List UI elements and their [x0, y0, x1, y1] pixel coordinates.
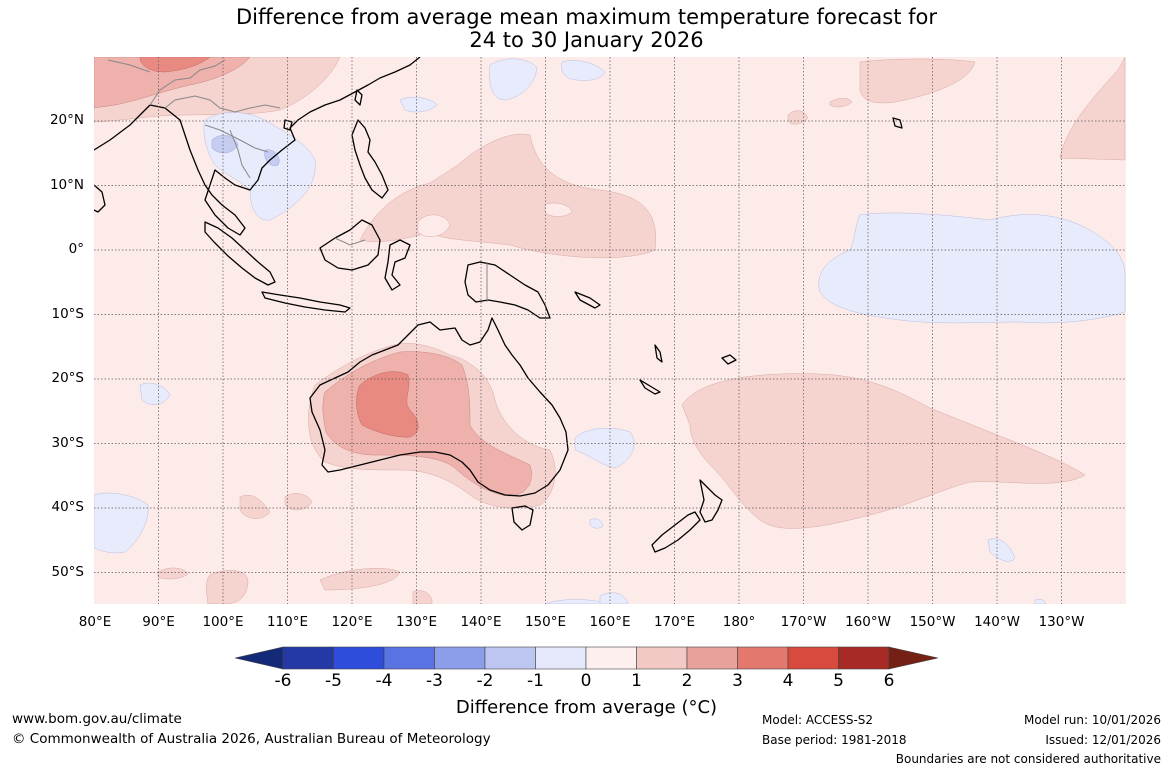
- longitude-label: 140°W: [974, 614, 1020, 630]
- map-title-line-1: Difference from average mean maximum tem…: [236, 5, 937, 29]
- longitude-label: 150°W: [909, 614, 956, 630]
- colorbar-tick-label: -2: [476, 671, 494, 691]
- india-coastline: [94, 184, 106, 213]
- taiwan-coastline: [354, 89, 363, 106]
- hawaii-coastline: [892, 117, 903, 129]
- latitude-label: 20°N: [49, 112, 84, 128]
- longitude-label: 110°E: [266, 614, 309, 630]
- longitude-label: 100°E: [202, 614, 244, 630]
- longitude-label: 160°E: [589, 614, 631, 630]
- latitude-label: 10°S: [51, 306, 85, 322]
- longitude-label: 130°W: [1038, 614, 1085, 630]
- fiji-islands: [721, 354, 737, 365]
- java-coastline: [261, 291, 351, 313]
- graticule: [94, 57, 1126, 604]
- colorbar-tick-label: 6: [883, 671, 895, 691]
- borneo-coastline: [319, 219, 381, 271]
- bom-url: www.bom.gov.au/climate: [12, 711, 182, 727]
- philippines-coastline: [351, 119, 389, 199]
- sulawesi-coastline: [384, 239, 411, 291]
- colorbar-tick-label: 4: [782, 671, 794, 691]
- colorbar-tick-label: -3: [426, 671, 443, 691]
- colorbar-tick-label: 2: [681, 671, 693, 691]
- colorbar-tick-label: -6: [274, 671, 292, 691]
- colorbar-tick-label: 5: [833, 671, 844, 691]
- coastlines: [94, 57, 903, 553]
- colorbar-tick-label: -1: [527, 671, 544, 691]
- anomaly-minus1-to-0-regions: [94, 58, 1126, 604]
- model-name: Model: ACCESS-S2: [762, 713, 874, 727]
- longitude-label: 170°W: [780, 614, 827, 630]
- model-run-date: Model run: 10/01/2026: [1023, 713, 1161, 727]
- latitude-label: 10°N: [49, 177, 84, 193]
- vanuatu-islands: [654, 344, 663, 363]
- colorbar-tick-label: 0: [580, 671, 592, 691]
- map-area: [94, 57, 1126, 604]
- colorbar-tick-label: 3: [732, 671, 743, 691]
- longitude-label: 90°E: [142, 614, 175, 630]
- anomaly-3-to-4-regions: [139, 57, 419, 438]
- latitude-label: 0°: [68, 241, 84, 257]
- longitude-label: 150°E: [524, 614, 567, 630]
- copyright-notice: © Commonwealth of Australia 2026, Austra…: [12, 731, 491, 747]
- colorbar-title: Difference from average (°C): [455, 697, 718, 718]
- longitude-label: 160°W: [845, 614, 891, 630]
- longitude-label: 80°E: [78, 614, 112, 630]
- solomon-islands: [574, 291, 601, 309]
- colorbar-tick-label: -5: [325, 671, 342, 691]
- map-title-line-2: 24 to 30 January 2026: [469, 28, 704, 52]
- longitude-label: 180°: [722, 614, 756, 630]
- country-borders: [107, 59, 488, 302]
- boundary-disclaimer: Boundaries are not considered authoritat…: [895, 752, 1161, 766]
- near-zero-patches: [417, 202, 573, 237]
- latitude-label: 40°S: [51, 499, 85, 515]
- new-zealand-north-island: [699, 479, 723, 523]
- new-caledonia: [639, 379, 661, 395]
- tasmania-coastline: [511, 505, 534, 531]
- longitude-label: 140°E: [460, 614, 502, 630]
- latitude-label: 20°S: [51, 370, 85, 386]
- hainan-coastline: [283, 119, 293, 131]
- longitude-label: 120°E: [331, 614, 373, 630]
- new-guinea-coastline: [464, 261, 551, 319]
- longitude-label: 130°E: [395, 614, 438, 630]
- latitude-label: 50°S: [51, 564, 85, 580]
- latitude-label: 30°S: [51, 435, 85, 451]
- colorbar-tick-label: 1: [631, 671, 642, 691]
- colorbar-tick-label: -4: [375, 671, 393, 691]
- base-period: Base period: 1981-2018: [762, 733, 907, 747]
- issued-date: Issued: 12/01/2026: [1045, 733, 1161, 747]
- mainland-asia-coastline: [94, 57, 421, 236]
- sumatra-coastline: [204, 221, 276, 286]
- longitude-label: 170°E: [653, 614, 696, 630]
- australia-coastline: [309, 317, 569, 497]
- new-zealand-south-island: [651, 511, 701, 553]
